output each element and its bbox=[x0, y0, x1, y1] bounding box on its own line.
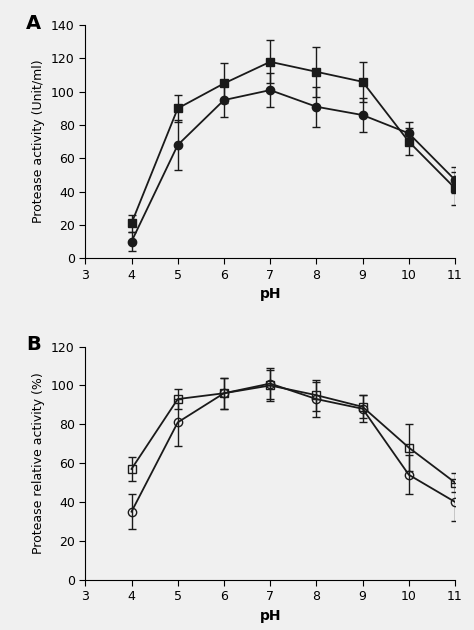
X-axis label: pH: pH bbox=[259, 609, 281, 622]
Y-axis label: Protease relative activity (%): Protease relative activity (%) bbox=[33, 372, 46, 554]
X-axis label: pH: pH bbox=[259, 287, 281, 301]
Text: B: B bbox=[26, 335, 41, 354]
Text: A: A bbox=[26, 14, 41, 33]
Y-axis label: Protease activity (Unit/ml): Protease activity (Unit/ml) bbox=[33, 60, 46, 224]
